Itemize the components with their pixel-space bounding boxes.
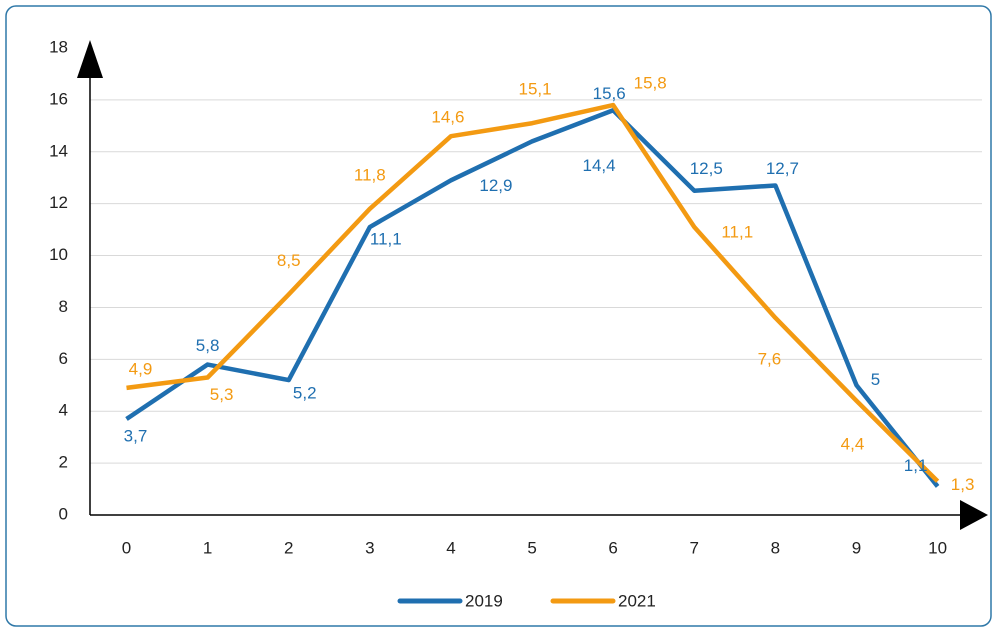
y-tick-label: 16 <box>49 89 68 108</box>
data-label: 1,1 <box>904 456 928 475</box>
data-label: 8,5 <box>277 251 301 270</box>
data-label: 3,7 <box>124 426 148 445</box>
legend-label: 2019 <box>465 591 503 610</box>
series-line <box>125 108 940 488</box>
y-tick-label: 2 <box>59 453 68 472</box>
y-tick-label: 0 <box>59 504 68 523</box>
data-label: 4,9 <box>129 359 153 378</box>
y-tick-label: 4 <box>59 401 68 420</box>
series-line <box>126 102 940 483</box>
y-tick-label: 12 <box>49 193 68 212</box>
x-tick-label: 2 <box>284 538 293 557</box>
data-label: 12,5 <box>690 159 723 178</box>
data-label: 5,8 <box>196 336 220 355</box>
x-tick-label: 10 <box>928 538 947 557</box>
x-tick-label: 7 <box>690 538 699 557</box>
data-label: 5,2 <box>293 384 317 403</box>
legend-label: 2021 <box>618 591 656 610</box>
x-tick-label: 8 <box>771 538 780 557</box>
x-tick-label: 1 <box>203 538 212 557</box>
y-tick-label: 18 <box>49 37 68 56</box>
data-label: 11,8 <box>354 165 386 184</box>
data-label: 14,4 <box>583 156 616 175</box>
data-label: 14,6 <box>431 108 464 127</box>
y-tick-label: 6 <box>59 349 68 368</box>
x-axis-arrow <box>960 500 988 530</box>
data-label: 15,6 <box>593 84 626 103</box>
data-label: 11,1 <box>370 230 402 249</box>
x-tick-label: 0 <box>122 538 131 557</box>
x-tick-label: 9 <box>852 538 861 557</box>
data-label: 12,7 <box>766 159 799 178</box>
data-label: 5 <box>871 370 880 389</box>
y-tick-label: 8 <box>59 297 68 316</box>
y-axis-arrow <box>77 40 103 78</box>
x-tick-label: 4 <box>446 538 455 557</box>
y-tick-label: 14 <box>49 141 68 160</box>
x-tick-label: 5 <box>527 538 536 557</box>
data-label: 5,3 <box>210 385 234 404</box>
data-label: 1,3 <box>951 475 975 494</box>
data-label: 12,9 <box>479 176 512 195</box>
y-tick-label: 10 <box>49 245 68 264</box>
x-tick-label: 6 <box>608 538 617 557</box>
data-label: 7,6 <box>758 349 782 368</box>
data-label: 4,4 <box>841 434 865 453</box>
data-label: 11,1 <box>721 223 753 242</box>
data-label: 15,1 <box>519 80 552 99</box>
frame <box>5 5 992 627</box>
x-tick-label: 3 <box>365 538 374 557</box>
data-label: 15,8 <box>634 74 667 93</box>
